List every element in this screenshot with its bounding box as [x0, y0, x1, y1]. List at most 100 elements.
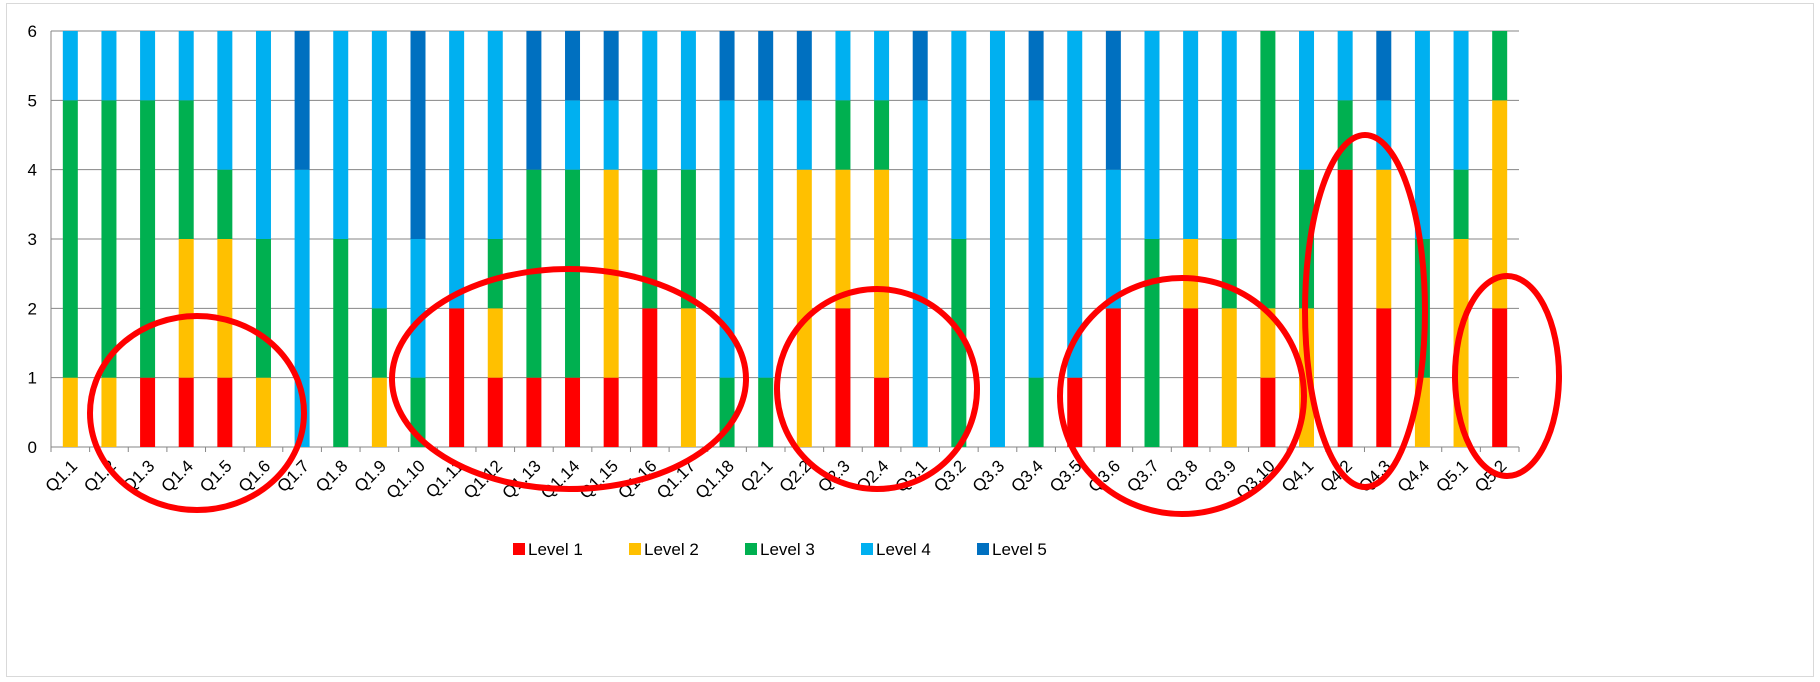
- highlight-ellipse: [774, 286, 980, 492]
- bar-segment-level-1: [1067, 377, 1083, 447]
- legend-label: Level 5: [992, 540, 1047, 559]
- legend-label: Level 4: [876, 540, 931, 559]
- bar-segment-level-2: [178, 239, 194, 378]
- bar-segment-level-4: [140, 31, 156, 101]
- x-tick-label: Q1.10: [383, 456, 429, 502]
- bar-segment-level-3: [178, 100, 194, 239]
- bar-segment-level-1: [178, 377, 194, 447]
- highlight-ellipse: [1057, 275, 1307, 517]
- bar-segment-level-3: [1453, 169, 1469, 239]
- bar-segment-level-2: [371, 377, 387, 447]
- y-tick-label: 3: [28, 230, 37, 249]
- bar-segment-level-5: [410, 31, 426, 239]
- y-axis: 0 1 2 3 4 5 6: [28, 22, 52, 457]
- bar-segment-level-1: [487, 377, 503, 447]
- bar-segment-level-4: [1028, 100, 1044, 378]
- bar-segment-level-5: [1376, 31, 1392, 101]
- bar-segment-level-2: [680, 308, 696, 447]
- bar-segment-level-4: [1453, 31, 1469, 170]
- bar-segment-level-2: [487, 308, 503, 378]
- bar-segment-level-3: [371, 308, 387, 378]
- highlight-ellipse: [1302, 132, 1428, 490]
- bar-segment-level-2: [1260, 308, 1276, 378]
- bar-segment-level-2: [796, 169, 812, 447]
- y-tick-label: 1: [28, 369, 37, 388]
- bar-segment-level-1: [1337, 169, 1353, 447]
- bar-segment-level-4: [758, 100, 774, 378]
- legend-label: Level 2: [644, 540, 699, 559]
- bar-segment-level-5: [1105, 31, 1121, 170]
- bar-segment-level-4: [1144, 31, 1160, 239]
- bar-segment-level-1: [1105, 308, 1121, 447]
- bar-segment-level-4: [1105, 169, 1121, 309]
- bar-segment-level-4: [1299, 31, 1315, 170]
- bar-segment-level-3: [62, 100, 78, 378]
- bar-segment-level-4: [487, 31, 503, 239]
- legend-label: Level 1: [528, 540, 583, 559]
- bar-segment-level-3: [140, 100, 156, 378]
- bar-segment-level-2: [1221, 308, 1237, 447]
- bar-segment-level-1: [1183, 308, 1199, 447]
- bar-segment-level-3: [487, 239, 503, 309]
- bar-segment-level-4: [1067, 31, 1083, 378]
- bar-segment-level-5: [912, 31, 928, 101]
- bar-segment-level-5: [1028, 31, 1044, 101]
- y-tick-label: 2: [28, 299, 37, 318]
- bar-segment-level-5: [526, 31, 542, 170]
- bar-segment-level-2: [1492, 100, 1508, 309]
- bar-segment-level-4: [874, 31, 890, 101]
- x-tick-label: Q5.1: [1432, 456, 1471, 495]
- bar-segment-level-3: [835, 100, 851, 170]
- x-axis: Q1.1 Q1.2 Q1.3 Q1.4 Q1.5 Q1.6 Q1.7 Q1.8 Q1.9Q1.1…: [42, 447, 1520, 503]
- bar-segment-level-1: [835, 308, 851, 447]
- y-tick-label: 5: [28, 91, 37, 110]
- bar-segment-level-3: [333, 239, 349, 447]
- bar-segment-level-1: [140, 377, 156, 447]
- legend-label: Level 3: [760, 540, 815, 559]
- bars: [62, 31, 1508, 447]
- highlight-ellipse: [87, 313, 307, 513]
- bar-segment-level-5: [758, 31, 774, 101]
- bar-segment-level-3: [642, 169, 658, 309]
- x-tick-label: Q1.3: [119, 456, 158, 495]
- bar-segment-level-4: [796, 100, 812, 170]
- bar-segment-level-5: [565, 31, 581, 101]
- legend-swatch: [861, 543, 873, 555]
- x-tick-label: Q2.1: [737, 456, 776, 495]
- bar-segment-level-4: [178, 31, 194, 101]
- bar-segment-level-4: [1414, 31, 1430, 239]
- x-tick-label: Q1.6: [235, 456, 274, 495]
- bar-segment-level-4: [217, 31, 233, 170]
- bar-segment-level-3: [1028, 377, 1044, 447]
- bar-segment-level-2: [1183, 239, 1199, 309]
- bar-segment-level-4: [449, 31, 465, 309]
- bar-segment-level-5: [719, 31, 735, 101]
- bar-segment-level-4: [680, 31, 696, 170]
- bar-segment-level-2: [874, 169, 890, 378]
- highlight-ellipses: [87, 132, 1562, 517]
- legend-swatch: [629, 543, 641, 555]
- bar-segment-level-1: [1376, 308, 1392, 447]
- bar-segment-level-4: [989, 31, 1005, 447]
- x-tick-label: Q3.4: [1007, 456, 1046, 495]
- y-tick-label: 6: [28, 22, 37, 41]
- bar-segment-level-4: [1183, 31, 1199, 239]
- bar-segment-level-4: [1376, 100, 1392, 170]
- bar-segment-level-1: [565, 377, 581, 447]
- bar-segment-level-2: [217, 239, 233, 378]
- x-tick-label: Q3.3: [969, 456, 1008, 495]
- bar-segment-level-5: [603, 31, 619, 101]
- highlight-ellipse: [389, 266, 749, 492]
- x-tick-label: Q3.7: [1123, 456, 1162, 495]
- x-tick-label: Q1.8: [312, 456, 351, 495]
- bar-segment-level-4: [1221, 31, 1237, 239]
- bar-segment-level-1: [1492, 308, 1508, 447]
- gridlines: [51, 30, 1519, 448]
- bar-segment-level-4: [912, 100, 928, 447]
- y-tick-label: 4: [28, 161, 37, 180]
- legend-swatch: [513, 543, 525, 555]
- highlight-ellipse: [1452, 273, 1562, 479]
- bar-segment-level-5: [294, 31, 310, 170]
- x-tick-label: Q1.1: [42, 456, 81, 495]
- bar-segment-level-4: [951, 31, 967, 239]
